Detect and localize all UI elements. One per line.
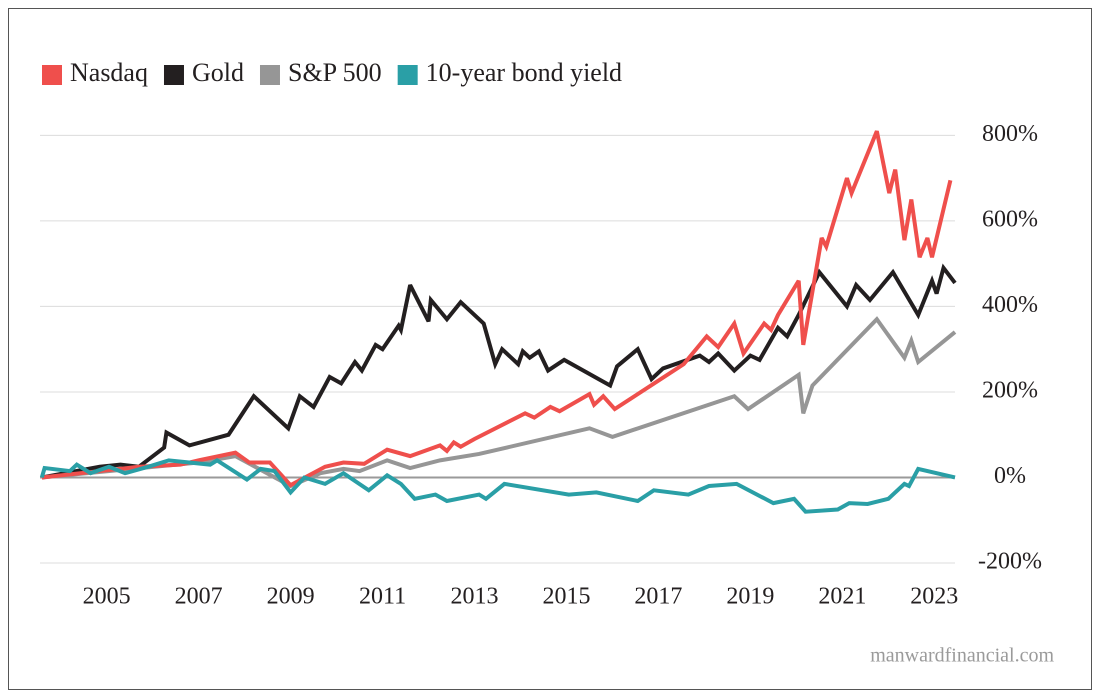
x-tick-label: 2009 [267,584,315,610]
legend-swatch [42,65,62,85]
chart-border [8,8,1092,690]
y-tick-label: 400% [982,292,1038,318]
legend-label: S&P 500 [288,58,382,87]
legend-label: Gold [192,58,244,87]
x-tick-label: 2011 [359,584,406,610]
legend-label: 10-year bond yield [426,58,622,87]
x-tick-label: 2005 [83,584,131,610]
legend-swatch [163,65,184,85]
y-tick-label: -200% [978,549,1042,575]
y-tick-label: 200% [982,377,1038,403]
series-line [39,458,956,514]
legend-swatch [259,65,280,85]
legend-label: Nasdaq [70,58,148,87]
series-line [41,130,953,488]
x-tick-label: 2013 [451,584,499,610]
series-line [41,263,957,480]
x-tick-label: 2021 [818,584,866,610]
x-tick-label: 2015 [542,584,590,610]
x-tick-label: 2019 [726,584,774,610]
source: manwardfinancial.com [870,645,1054,667]
legend-swatch [397,65,418,85]
x-tick-label: 2017 [634,584,682,610]
y-tick-label: 800% [982,121,1038,147]
y-tick-label: 600% [982,206,1038,232]
x-tick-label: 2023 [910,584,958,610]
y-tick-label: 0% [994,463,1026,489]
x-tick-label: 2007 [175,584,223,610]
